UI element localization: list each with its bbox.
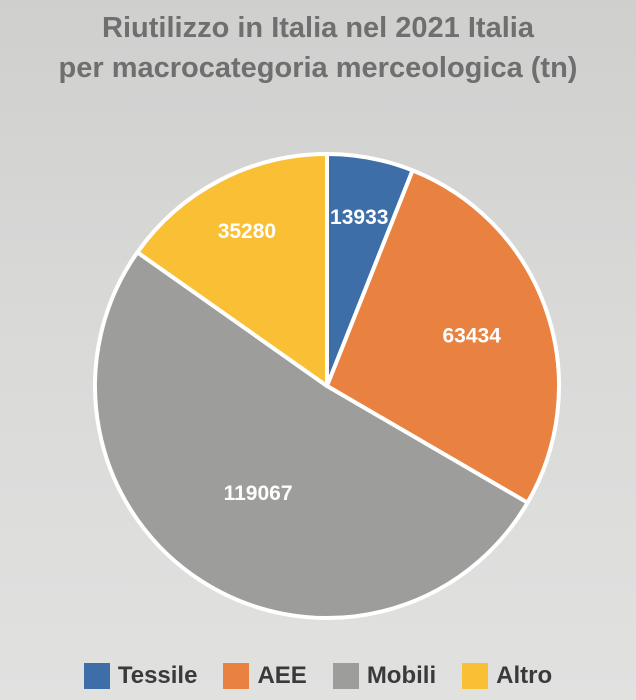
legend-swatch-tessile: [83, 663, 110, 689]
legend-item-aee: AEE: [223, 662, 307, 690]
legend-label-mobili: Mobili: [366, 662, 437, 689]
pie-slice-altro: [135, 152, 329, 388]
chart-title-block: Riutilizzo in Italia nel 2021 Italia per…: [0, 8, 636, 88]
data-label-altro: 35280: [218, 220, 276, 243]
legend-label-altro: Altro: [496, 662, 553, 689]
legend-swatch-mobili: [332, 663, 359, 689]
legend-label-tessile: Tessile: [117, 662, 198, 689]
legend-label-aee: AEE: [257, 662, 307, 689]
legend-item-tessile: Tessile: [83, 662, 198, 690]
legend-item-altro: Altro: [462, 662, 552, 690]
legend-item-mobili: Mobili: [332, 662, 437, 690]
pie-slice-mobili: [93, 250, 530, 620]
legend-swatch-altro: [462, 663, 489, 689]
data-label-aee: 63434: [443, 324, 502, 347]
chart-subtitle: per macrocategoria merceologica (tn): [58, 52, 578, 84]
chart-title: Riutilizzo in Italia nel 2021 Italia: [102, 12, 534, 44]
legend-swatch-aee: [223, 663, 250, 689]
data-label-mobili: 119067: [224, 482, 293, 505]
legend: Tessile AEE Mobili Altro: [0, 658, 636, 694]
data-label-tessile: 13933: [330, 206, 388, 229]
